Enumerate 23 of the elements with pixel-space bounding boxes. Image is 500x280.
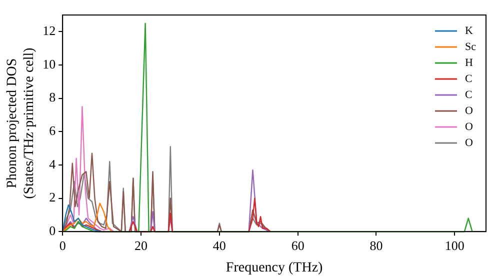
x-tick-label: 60 bbox=[291, 238, 304, 253]
x-tick-label: 0 bbox=[59, 238, 66, 253]
legend-label: O bbox=[465, 136, 473, 149]
x-tick-label: 100 bbox=[444, 238, 464, 253]
x-tick-label: 80 bbox=[370, 238, 383, 253]
y-tick-label: 0 bbox=[49, 223, 56, 238]
legend-label: O bbox=[465, 120, 473, 133]
legend-label: O bbox=[465, 104, 473, 117]
x-tick-label: 40 bbox=[212, 238, 226, 253]
y-tick-label: 6 bbox=[49, 123, 56, 138]
y-tick-label: 8 bbox=[49, 90, 56, 105]
y-tick-label: 10 bbox=[42, 56, 56, 72]
x-tick-label: 20 bbox=[134, 238, 148, 253]
legend-label: Sc bbox=[465, 40, 476, 53]
legend-label: C bbox=[465, 72, 472, 85]
x-axis-title: Frequency (THz) bbox=[226, 260, 324, 276]
legend-label: H bbox=[465, 56, 473, 69]
y-axis-title: Phonon projected DOS (States/THz·primitive cell) bbox=[5, 47, 37, 199]
legend-label: K bbox=[465, 24, 473, 37]
y-tick-label: 2 bbox=[49, 190, 56, 205]
legend-label: C bbox=[465, 88, 472, 101]
y-tick-label: 4 bbox=[49, 156, 56, 172]
y-tick-label: 12 bbox=[42, 23, 56, 38]
